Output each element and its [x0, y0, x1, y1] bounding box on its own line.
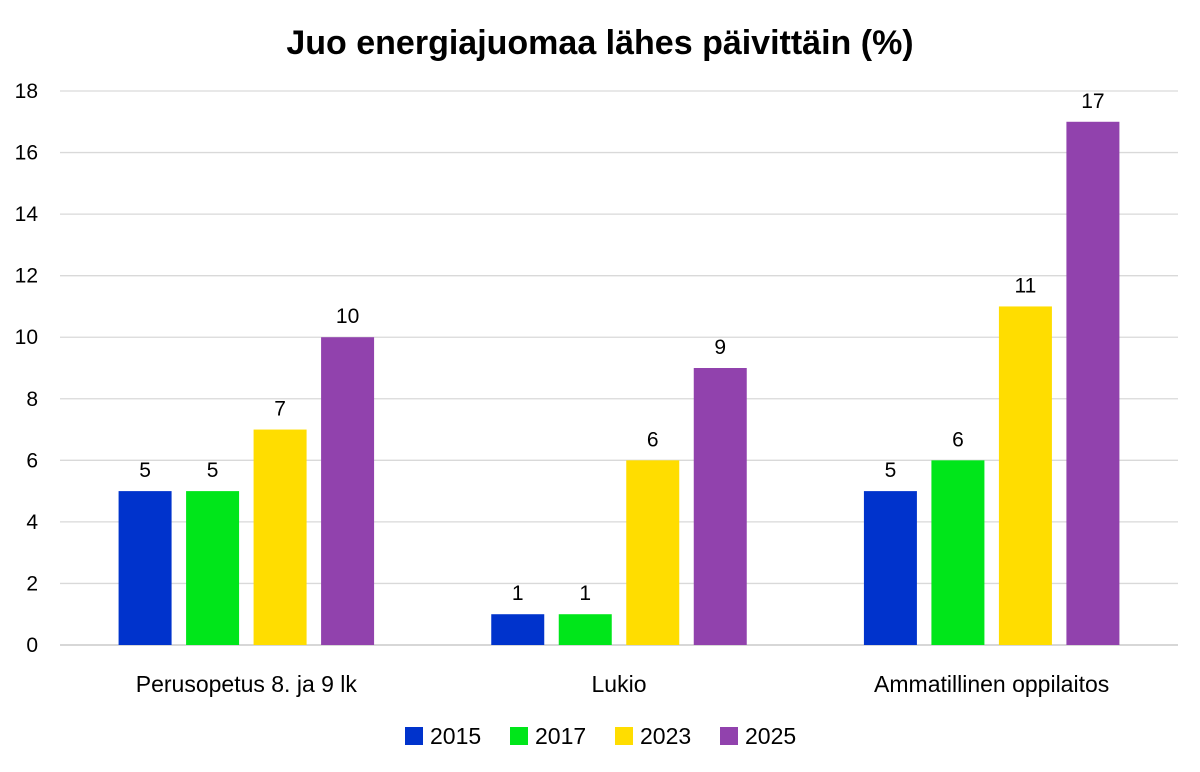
bar-2023: [626, 460, 680, 645]
x-category-label: Ammatillinen oppilaitos: [874, 671, 1109, 697]
y-tick-label: 8: [26, 388, 38, 411]
data-label: 5: [885, 459, 897, 482]
bars: [118, 121, 1120, 646]
bar-2025: [321, 337, 375, 645]
gridlines: [60, 90, 1178, 646]
y-tick-label: 16: [15, 142, 38, 165]
y-tick-label: 10: [15, 326, 38, 349]
chart-title: Juo energiajuomaa lähes päivittäin (%): [286, 24, 913, 62]
data-label: 9: [714, 336, 726, 359]
y-tick-label: 4: [26, 511, 38, 534]
bar-2015: [118, 491, 172, 645]
bar-2025: [1066, 121, 1120, 646]
data-label: 1: [579, 582, 591, 605]
bar-2017: [558, 614, 612, 645]
data-label: 7: [274, 398, 286, 421]
data-label: 6: [647, 428, 659, 451]
bar-2023: [253, 429, 307, 645]
data-label: 17: [1081, 90, 1104, 113]
data-label: 11: [1015, 274, 1037, 297]
y-tick-label: 6: [26, 449, 38, 472]
bar-2023: [998, 306, 1052, 645]
legend-label: 2025: [745, 723, 796, 749]
bar-2015: [863, 491, 917, 645]
bar-2015: [491, 614, 545, 645]
y-tick-label: 14: [15, 203, 39, 226]
y-tick-label: 18: [15, 80, 38, 103]
x-axis-categories: Perusopetus 8. ja 9 lk Lukio Ammatillinen …: [136, 671, 1110, 697]
bar-2017: [186, 491, 240, 645]
data-label: 5: [139, 459, 151, 482]
data-label: 1: [512, 582, 524, 605]
legend-swatch: [405, 727, 423, 745]
legend-swatch: [720, 727, 738, 745]
legend-label: 2015: [430, 723, 481, 749]
y-axis-ticks: 0 2 4 6 8 10 12 14 16 18: [15, 80, 39, 657]
data-label: 6: [952, 428, 964, 451]
y-tick-label: 2: [26, 572, 38, 595]
legend-swatch: [615, 727, 633, 745]
bar-2025: [693, 368, 747, 645]
x-category-label: Lukio: [592, 671, 647, 697]
data-label: 5: [207, 459, 219, 482]
legend-swatch: [510, 727, 528, 745]
legend: 2015 2017 2023 2025: [405, 723, 796, 749]
y-tick-label: 12: [15, 265, 38, 288]
legend-label: 2017: [535, 723, 586, 749]
y-tick-label: 0: [26, 634, 38, 657]
x-category-label: Perusopetus 8. ja 9 lk: [136, 671, 358, 697]
bar-2017: [931, 460, 985, 645]
legend-label: 2023: [640, 723, 691, 749]
data-label: 10: [336, 305, 359, 328]
